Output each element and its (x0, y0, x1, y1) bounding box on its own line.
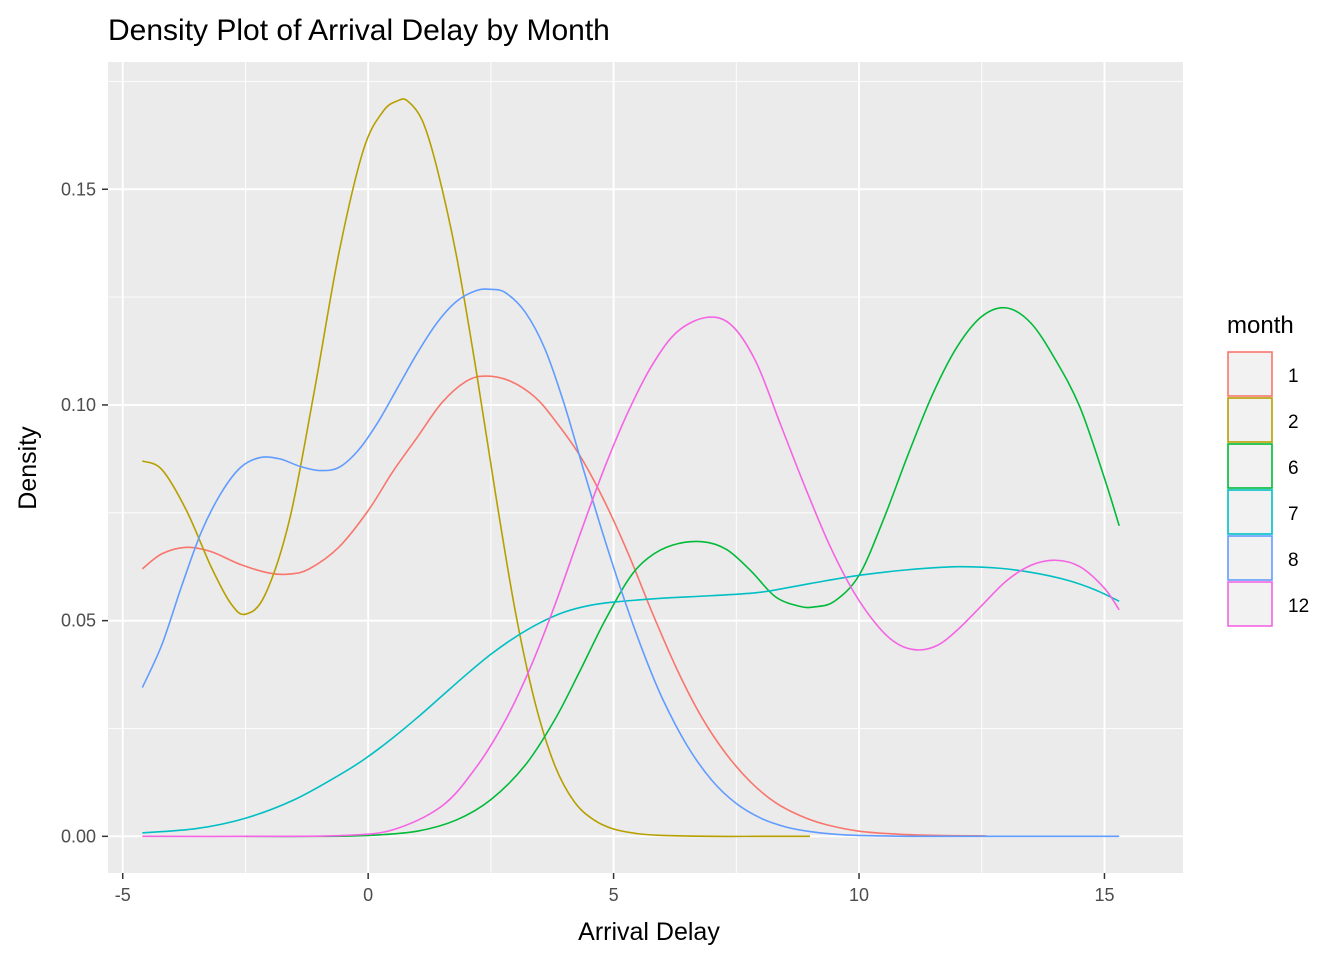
x-axis: -5 0 5 10 15 (115, 873, 1115, 905)
x-tick-label: 0 (363, 885, 373, 905)
y-axis: 0.00 0.05 0.10 0.15 (61, 179, 108, 846)
x-tick-label: -5 (115, 885, 131, 905)
y-tick-label: 0.15 (61, 179, 96, 199)
chart-title: Density Plot of Arrival Delay by Month (108, 14, 610, 47)
legend-key-month-12 (1228, 582, 1272, 626)
y-tick-label: 0.00 (61, 826, 96, 846)
legend-label-month-7: 7 (1288, 504, 1299, 525)
legend-key-month-8 (1228, 536, 1272, 580)
y-tick-label: 0.05 (61, 611, 96, 631)
legend-label-month-8: 8 (1288, 550, 1299, 571)
x-tick-label: 15 (1094, 885, 1114, 905)
legend-key-month-2 (1228, 398, 1272, 442)
legend-key-month-7 (1228, 490, 1272, 534)
legend-key-month-1 (1228, 352, 1272, 396)
x-tick-label: 10 (849, 885, 869, 905)
legend-label-month-2: 2 (1288, 412, 1299, 433)
legend-label-month-12: 12 (1288, 596, 1309, 617)
legend-label-month-6: 6 (1288, 458, 1299, 479)
legend-title: month (1227, 312, 1294, 339)
legend-key-month-6 (1228, 444, 1272, 488)
x-tick-label: 5 (609, 885, 619, 905)
y-axis-title: Density (14, 426, 42, 510)
legend-label-month-1: 1 (1288, 366, 1299, 387)
plot-panel (108, 62, 1183, 873)
y-tick-label: 0.10 (61, 395, 96, 415)
x-axis-title: Arrival Delay (578, 918, 720, 946)
